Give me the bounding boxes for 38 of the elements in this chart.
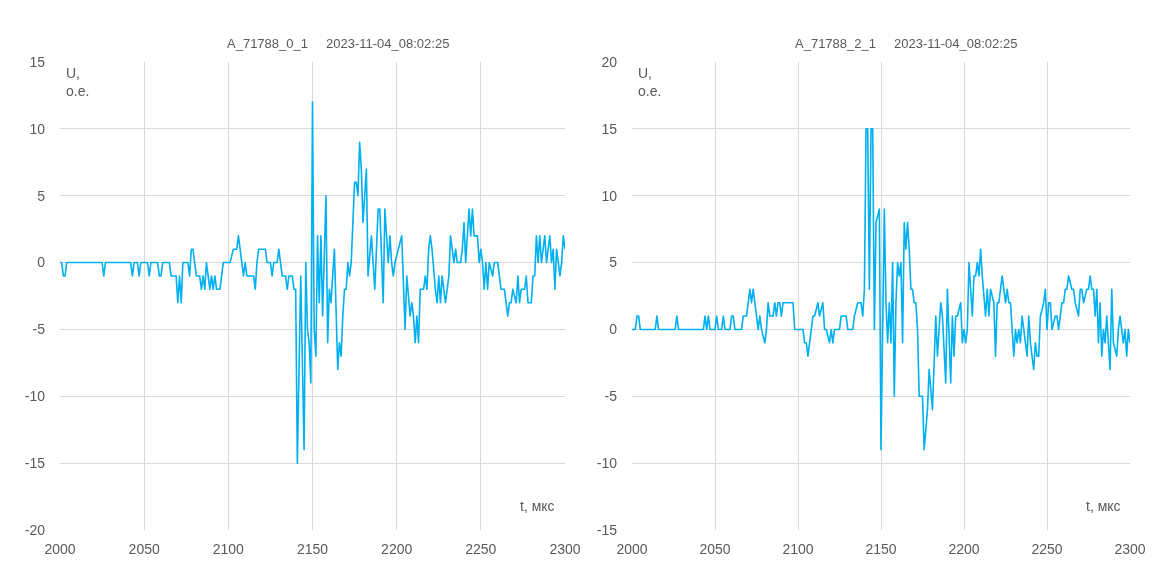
y-tick-label: -5 bbox=[604, 388, 618, 405]
y-tick-label: 0 bbox=[37, 254, 46, 271]
chart-title: A_71788_2_1 2023-11-04_08:02:25 bbox=[795, 36, 1018, 51]
y-tick-label: -15 bbox=[596, 521, 618, 538]
x-axis-title: t, мкс bbox=[520, 498, 555, 514]
y-axis-title: U, о.е. bbox=[66, 65, 90, 100]
y-tick-label: 15 bbox=[601, 120, 618, 137]
x-tick-label: 2000 bbox=[616, 541, 648, 557]
x-axis-title: t, мкс bbox=[1086, 498, 1121, 514]
line-series bbox=[632, 128, 1130, 451]
y-tick-label: -10 bbox=[596, 455, 618, 472]
x-tick-label: 2000 bbox=[44, 541, 76, 557]
x-tick-label: 2250 bbox=[1031, 541, 1063, 557]
x-tick-label: 2200 bbox=[948, 541, 980, 557]
y-axis-title: U, о.е. bbox=[638, 65, 662, 100]
y-tick-label: 10 bbox=[29, 120, 46, 137]
x-tick-label: 2100 bbox=[782, 541, 814, 557]
y-tick-label: -15 bbox=[24, 455, 46, 472]
y-tick-label: 15 bbox=[29, 53, 46, 70]
x-tick-label: 2050 bbox=[699, 541, 731, 557]
x-tick-label: 2150 bbox=[865, 541, 897, 557]
line-series bbox=[60, 101, 565, 464]
chart-title: A_71788_0_1 2023-11-04_08:02:25 bbox=[227, 36, 450, 51]
x-tick-label: 2300 bbox=[1114, 541, 1146, 557]
y-tick-label: 5 bbox=[609, 254, 618, 271]
y-tick-label: -5 bbox=[32, 321, 46, 338]
y-tick-label: 0 bbox=[609, 321, 618, 338]
x-tick-label: 2100 bbox=[212, 541, 245, 557]
x-tick-label: 2300 bbox=[549, 541, 581, 557]
y-tick-label: -10 bbox=[24, 388, 46, 405]
x-tick-label: 2250 bbox=[465, 541, 497, 557]
x-tick-label: 2050 bbox=[128, 541, 160, 557]
y-tick-label: 10 bbox=[601, 187, 618, 204]
y-tick-label: 5 bbox=[37, 187, 46, 204]
x-tick-label: 2150 bbox=[296, 541, 329, 557]
y-tick-label: -20 bbox=[24, 521, 46, 538]
y-tick-label: 20 bbox=[601, 53, 618, 70]
x-tick-label: 2200 bbox=[381, 541, 413, 557]
